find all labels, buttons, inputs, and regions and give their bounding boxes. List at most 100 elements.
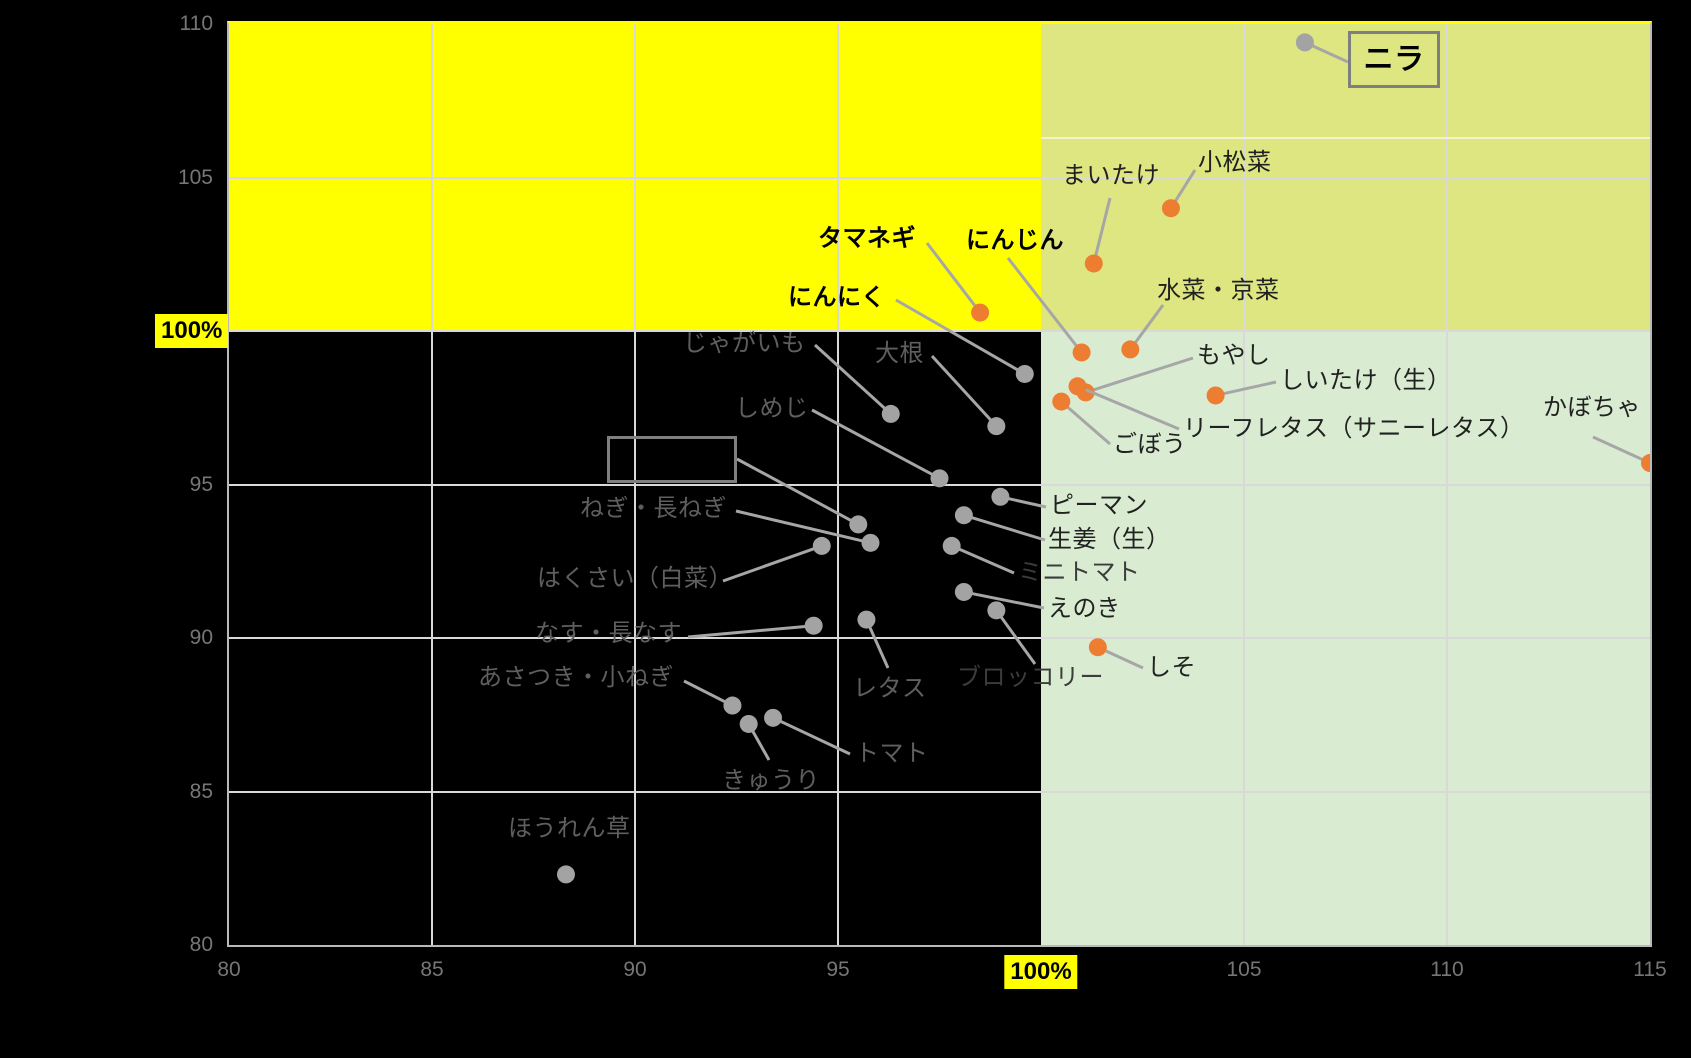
data-point: [1052, 392, 1071, 411]
data-point: [812, 536, 831, 555]
leader-line: [1076, 384, 1180, 431]
leader-line: [1129, 304, 1165, 351]
point-label: ブロッコリー: [957, 664, 1104, 691]
point-label: しそ: [1147, 654, 1196, 681]
leader-line: [1215, 380, 1277, 397]
leader-line: [772, 716, 851, 756]
point-label: しいたけ（生）: [1280, 367, 1452, 394]
point-label: ミニトマト: [1018, 559, 1141, 586]
empty-label-box: [607, 436, 737, 483]
point-label: きゅうり: [722, 767, 820, 794]
data-point: [987, 601, 1006, 620]
x-tick-label: 105: [1226, 958, 1262, 981]
leader-line: [687, 624, 814, 639]
point-label: もやし: [1197, 342, 1271, 369]
leader-line: [951, 544, 1015, 575]
gridline: [229, 330, 1650, 332]
data-point: [954, 582, 973, 601]
leader-line: [895, 298, 1026, 376]
point-label: 小松菜: [1198, 149, 1272, 176]
data-point: [1068, 377, 1087, 396]
data-point: [971, 303, 990, 322]
y-tick-label: 80: [189, 933, 213, 956]
data-point: [1206, 386, 1225, 405]
point-label: ごぼう: [1113, 431, 1187, 458]
point-label: しめじ: [735, 395, 809, 422]
data-point: [764, 708, 783, 727]
leader-line: [995, 609, 1037, 665]
x-tick-label: 80: [217, 958, 241, 981]
point-label: 大根: [875, 340, 924, 367]
data-point: [849, 515, 868, 534]
point-label: かぼちゃ: [1543, 394, 1641, 421]
points-and-leader-lines: [556, 33, 1650, 884]
data-point: [1295, 33, 1314, 52]
leader-line: [1060, 400, 1111, 446]
data-point: [1161, 199, 1180, 218]
point-label: まいたけ: [1062, 162, 1160, 189]
x-tick-label: 90: [623, 958, 647, 981]
point-label: ねぎ・長ねぎ: [580, 495, 727, 522]
data-point: [556, 865, 575, 884]
boxed-point-label: ニラ: [1348, 31, 1440, 88]
gridline: [229, 637, 1650, 639]
x-tick-label: 100%: [1004, 955, 1078, 989]
point-label: にんにく: [788, 284, 886, 311]
y-tick-label: 105: [177, 165, 213, 189]
point-label: レタス: [853, 675, 927, 702]
x-tick-label: 85: [420, 958, 444, 981]
leader-line: [925, 242, 982, 314]
point-label: 水菜・京菜: [1157, 277, 1280, 304]
data-point: [930, 469, 949, 488]
data-point: [1121, 340, 1140, 359]
leader-line: [1092, 197, 1112, 264]
x-tick-label: 115: [1633, 958, 1667, 981]
y-tick-label: 90: [189, 626, 213, 649]
leader-line: [811, 408, 941, 480]
data-point: [804, 616, 823, 635]
point-label: じゃがいも: [683, 330, 806, 357]
plot-area: ニラ 小松菜 まいたけ タマネギ にんじん 水菜・京菜 にんにく じゃがいも 大根 もやし リーフレ…: [227, 21, 1652, 947]
point-label: リーフレタス（サニーレタス）: [1183, 415, 1525, 442]
data-point: [739, 714, 758, 733]
data-point: [857, 610, 876, 629]
point-label: はくさい（白菜）: [537, 565, 733, 592]
data-point: [1641, 454, 1650, 473]
leader-line: [963, 513, 1046, 542]
data-point: [991, 487, 1010, 506]
top-right-region-seam: [1041, 136, 1650, 139]
point-label: にんじん: [966, 227, 1064, 254]
leader-line: [683, 679, 734, 707]
data-point: [942, 536, 961, 555]
x-tick-label: 110: [1430, 958, 1464, 981]
point-label: 生姜（生）: [1048, 526, 1171, 553]
data-point: [954, 506, 973, 525]
point-label: トマト: [855, 740, 929, 767]
data-point: [1015, 364, 1034, 383]
data-point: [1084, 254, 1103, 273]
data-point: [987, 417, 1006, 436]
leader-line: [735, 509, 871, 545]
data-point: [1088, 638, 1107, 657]
data-point: [723, 696, 742, 715]
leader-line: [722, 544, 823, 583]
data-point: [1072, 343, 1091, 362]
y-tick-label: 100%: [155, 314, 229, 348]
gridline: [229, 176, 1650, 179]
x-tick-label: 95: [826, 958, 850, 981]
y-tick-label: 95: [189, 472, 213, 496]
leader-line: [736, 457, 860, 526]
point-label: ほうれん草: [508, 815, 631, 842]
gridline: [229, 790, 1650, 793]
data-point: [861, 533, 880, 552]
point-label: えのき: [1048, 595, 1121, 622]
point-label: ピーマン: [1050, 492, 1148, 519]
point-label: あさつき・小ねぎ: [478, 664, 674, 691]
y-tick-label: 85: [189, 779, 213, 803]
leader-line: [1592, 435, 1650, 465]
leader-line: [1085, 356, 1194, 394]
data-point: [881, 404, 900, 423]
leader-line: [813, 343, 892, 415]
leader-line: [930, 354, 998, 428]
